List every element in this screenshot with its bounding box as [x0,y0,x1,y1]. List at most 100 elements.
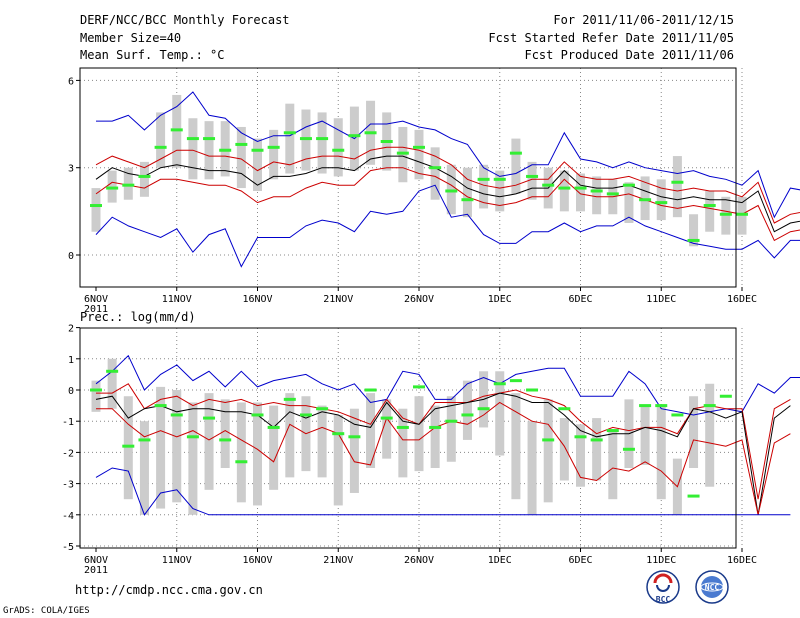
x-tick-label: 16NOV [242,555,272,566]
ensemble-box [172,390,182,503]
ensemble-box [139,161,149,197]
ensemble-box [366,393,376,468]
min-line [95,467,791,516]
temperature-panel: 0 3 6 6NOV 11NOV 16NOV 21NOV 26NOV 1DEC 6DEC 11DEC… [68,67,800,315]
grads-credit: GrADS: COLA/IGES [3,606,90,616]
ensemble-box [462,380,472,440]
ensemble-box [430,147,440,200]
x-tick-label: 6NOV [84,294,108,305]
ensemble-box [495,170,505,212]
x-tick-label: 16DEC [727,294,757,305]
max-line [96,91,800,219]
y-tick-label: 6 [68,76,74,87]
y-tick-label: 2 [68,324,74,335]
ensemble-box [333,118,343,177]
ensemble-box [414,396,424,472]
ensemble-box [204,121,214,180]
upper-line [95,146,800,224]
y-tick-label: -5 [62,542,74,553]
year-label: 2011 [84,565,108,576]
ensemble-box [462,167,472,218]
ensemble-box [236,402,246,503]
ensemble-box [285,393,295,478]
max-line [95,354,800,416]
y-tick-label: -3 [62,480,74,491]
ensemble-box [253,138,262,191]
upper-line [96,383,791,500]
ensemble-box [188,118,198,180]
ensemble-box [204,393,214,490]
source-url[interactable]: http://cmdp.ncc.cma.gov.cn [75,583,263,597]
x-tick-label: 1DEC [488,555,512,566]
ensemble-box [624,182,634,223]
x-tick-label: 6NOV [84,555,108,566]
x-tick-label: 6DEC [568,555,592,566]
ensemble-box [559,418,569,481]
x-tick-label: 21NOV [323,555,353,566]
mean-line [95,392,791,515]
ensemble-box [414,129,424,180]
ensemble-box [527,421,537,515]
ensemble-box [592,176,602,215]
y-tick-label: 3 [68,164,74,175]
x-tick-label: 11DEC [646,555,676,566]
min-line [95,184,800,268]
ensemble-box [479,164,489,209]
ensemble-box [139,421,149,515]
x-tick-label: 16DEC [727,555,757,566]
ensemble-box [559,170,569,212]
y-tick-label: 0 [68,251,74,262]
variable-label: Mean Surf. Temp.: °C [80,48,225,62]
ensemble-box [608,430,618,500]
mean-line [95,155,800,233]
y-tick-label: -1 [62,417,74,428]
plot-frame [79,327,737,549]
ensemble-box [705,190,715,232]
ensemble-box [511,393,521,500]
ensemble-box [188,402,198,515]
ensemble-box [349,408,359,493]
year-label: 2011 [84,304,108,315]
ensemble-box [592,418,602,481]
ensemble-box [511,138,521,194]
produced-date: Fcst Produced Date 2011/11/06 [524,48,734,62]
ensemble-box [672,156,682,218]
panel-title: Prec.: log(mm/d) [80,310,196,324]
ensemble-box [333,414,343,506]
ensemble-box [689,214,699,247]
x-tick-label: 11DEC [646,294,676,305]
ensemble-box [269,129,279,180]
plot-frame [79,67,737,288]
ensemble-box [91,188,101,232]
refer-date: Fcst Started Refer Date 2011/11/05 [488,31,734,45]
ensemble-box [317,112,327,174]
lower-line [95,167,800,242]
chart-title: DERF/NCC/BCC Monthly Forecast [80,13,290,27]
y-tick-label: -4 [62,511,74,522]
ensemble-box [495,371,505,456]
ensemble-box [220,399,230,468]
ensemble-box [543,399,553,503]
ensemble-box [285,103,295,174]
x-tick-label: 1DEC [488,294,512,305]
ensemble-box [576,173,585,212]
x-tick-label: 21NOV [323,294,353,305]
forecast-period: For 2011/11/06-2011/12/15 [553,13,734,27]
ensemble-box [107,358,117,409]
ensemble-box [91,380,101,412]
lower-line [96,401,791,515]
ensemble-box [123,396,133,500]
ensemble-box [430,405,440,468]
ensemble-box [656,179,666,221]
ensemble-box [576,424,585,487]
x-tick-label: 11NOV [162,555,192,566]
y-tick-label: 0 [68,386,74,397]
ensemble-box [398,408,408,478]
ensemble-box [156,386,166,509]
ensemble-box [269,405,279,490]
ensemble-box [156,112,166,168]
y-tick-label: -2 [62,448,74,459]
ensemble-box [527,161,537,200]
